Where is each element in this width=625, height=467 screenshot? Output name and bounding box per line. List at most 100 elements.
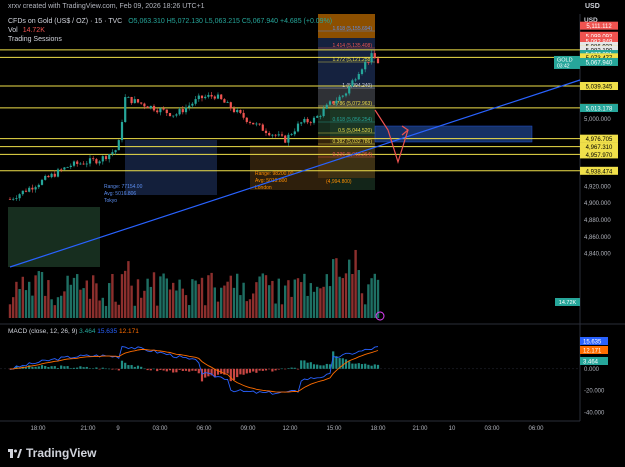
volume-label[interactable]: Vol: [8, 27, 18, 34]
candle-body[interactable]: [284, 135, 287, 143]
candle-body[interactable]: [229, 102, 232, 109]
macd-title[interactable]: MACD (close, 12, 26, 9): [8, 328, 78, 335]
candle-body[interactable]: [328, 101, 332, 105]
candle-body[interactable]: [165, 109, 168, 114]
candle-body[interactable]: [357, 73, 360, 80]
candle-body[interactable]: [130, 96, 133, 104]
candle-body[interactable]: [296, 123, 300, 132]
candle-body[interactable]: [309, 122, 312, 124]
candle-body[interactable]: [191, 103, 194, 106]
price-level-tag[interactable]: 4,957.970: [580, 150, 618, 159]
candle-body[interactable]: [133, 99, 136, 104]
candle-body[interactable]: [69, 165, 72, 168]
candle-body[interactable]: [354, 79, 357, 81]
candle-body[interactable]: [140, 102, 143, 104]
candle-body[interactable]: [146, 106, 149, 109]
candle-body[interactable]: [111, 152, 114, 155]
candle-body[interactable]: [156, 110, 159, 113]
candle-body[interactable]: [149, 105, 152, 109]
candle-body[interactable]: [50, 173, 53, 178]
candle-body[interactable]: [21, 190, 24, 195]
candle-body[interactable]: [37, 184, 40, 188]
candle-body[interactable]: [306, 118, 309, 123]
candle-body[interactable]: [210, 94, 213, 97]
candle-body[interactable]: [108, 154, 111, 160]
candle-body[interactable]: [239, 109, 242, 113]
candle-body[interactable]: [322, 108, 325, 117]
candle-body[interactable]: [245, 117, 248, 122]
draw-anchor-icon[interactable]: [375, 311, 385, 321]
candle-body[interactable]: [290, 134, 293, 136]
price-level-tag[interactable]: 5,067.940: [580, 57, 618, 67]
candle-body[interactable]: [181, 109, 184, 113]
candle-body[interactable]: [194, 99, 197, 104]
price-level-tag[interactable]: 5,013.178: [580, 104, 618, 113]
candle-body[interactable]: [242, 112, 245, 118]
candle-body[interactable]: [60, 169, 63, 171]
projection-path[interactable]: [374, 109, 409, 165]
candle-body[interactable]: [34, 187, 37, 190]
candle-body[interactable]: [56, 169, 60, 177]
candle-body[interactable]: [120, 122, 124, 141]
candle-body[interactable]: [364, 62, 367, 70]
candle-body[interactable]: [316, 116, 319, 118]
candle-body[interactable]: [98, 161, 101, 164]
candle-body[interactable]: [40, 179, 44, 185]
candle-body[interactable]: [261, 124, 264, 131]
candle-body[interactable]: [15, 198, 18, 199]
trendline[interactable]: [9, 79, 581, 268]
candle-body[interactable]: [152, 105, 156, 111]
candle-body[interactable]: [12, 198, 15, 200]
candle-body[interactable]: [18, 194, 21, 199]
candle-body[interactable]: [344, 93, 348, 96]
candle-body[interactable]: [287, 134, 290, 143]
candle-body[interactable]: [82, 163, 85, 165]
candle-body[interactable]: [168, 113, 172, 117]
candle-body[interactable]: [373, 53, 376, 59]
candle-body[interactable]: [341, 95, 344, 97]
candle-body[interactable]: [280, 134, 284, 136]
candle-body[interactable]: [178, 109, 181, 115]
candle-body[interactable]: [184, 107, 188, 113]
candle-body[interactable]: [127, 96, 130, 98]
candle-body[interactable]: [360, 69, 364, 74]
candle-body[interactable]: [226, 102, 229, 104]
price-level-tag[interactable]: 4,938.474: [580, 166, 618, 176]
candle-body[interactable]: [216, 94, 220, 99]
candle-body[interactable]: [319, 116, 322, 117]
candle-body[interactable]: [300, 122, 303, 124]
candle-body[interactable]: [232, 108, 236, 113]
candle-body[interactable]: [136, 99, 140, 103]
candle-body[interactable]: [76, 161, 79, 164]
candle-body[interactable]: [162, 108, 165, 110]
target-zone[interactable]: [374, 125, 533, 143]
candle-body[interactable]: [66, 167, 69, 168]
candle-body[interactable]: [335, 100, 338, 104]
candle-body[interactable]: [44, 175, 47, 180]
candle-body[interactable]: [85, 163, 88, 165]
candle-body[interactable]: [271, 134, 274, 136]
candle-body[interactable]: [175, 114, 178, 116]
candle-body[interactable]: [200, 95, 204, 99]
symbol-name[interactable]: CFDs on Gold (US$ / OZ) · 15 · TVC: [8, 18, 123, 25]
candle-body[interactable]: [172, 115, 175, 117]
candle-body[interactable]: [204, 96, 207, 99]
tradingview-logo[interactable]: TradingView: [8, 446, 96, 460]
candle-body[interactable]: [264, 130, 268, 134]
candle-body[interactable]: [248, 121, 252, 123]
candle-body[interactable]: [277, 134, 280, 136]
candle-body[interactable]: [124, 97, 127, 123]
candle-body[interactable]: [325, 104, 328, 109]
candle-body[interactable]: [220, 94, 223, 100]
candle-body[interactable]: [197, 95, 200, 100]
candle-body[interactable]: [88, 158, 92, 164]
candle-body[interactable]: [24, 190, 28, 192]
candle-body[interactable]: [255, 123, 258, 125]
candle-body[interactable]: [252, 122, 255, 125]
candle-body[interactable]: [117, 140, 120, 151]
candle-body[interactable]: [268, 133, 271, 136]
candle-body[interactable]: [92, 158, 95, 160]
candle-body[interactable]: [207, 94, 210, 97]
candle-body[interactable]: [274, 134, 277, 136]
